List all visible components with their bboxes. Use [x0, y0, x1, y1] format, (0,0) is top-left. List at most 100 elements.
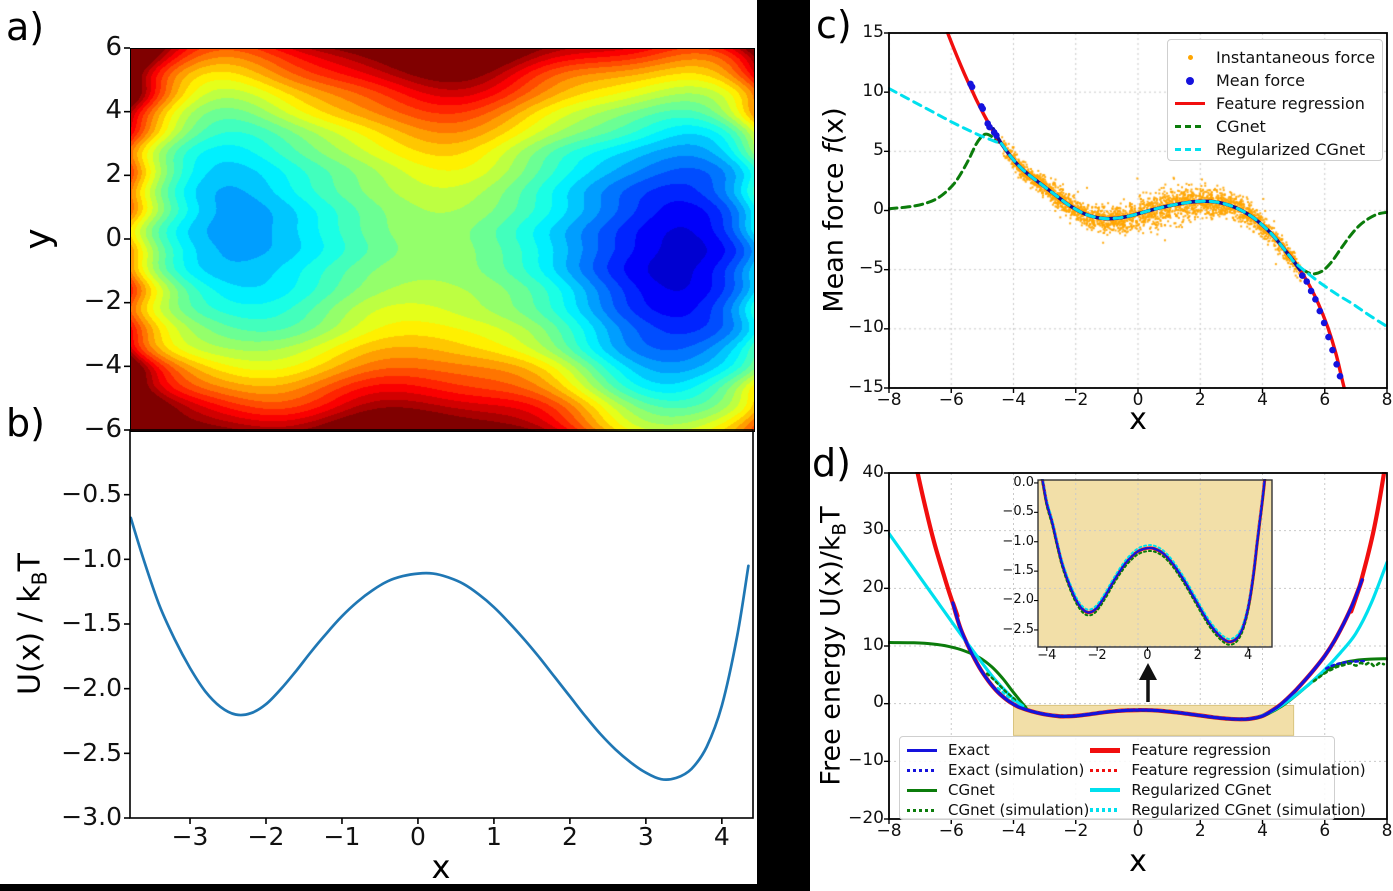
tick-label: −2 — [83, 286, 122, 317]
legend-dot-marker — [1174, 76, 1206, 85]
tick-label: −4 — [1000, 821, 1027, 841]
legend-entry: Mean force — [1174, 69, 1378, 92]
tick-label: −3 — [171, 822, 209, 851]
legend-entry: CGnet — [1174, 115, 1378, 138]
legend-entry: Instantaneous force — [1174, 46, 1378, 69]
mean-force-dot — [993, 132, 1000, 139]
tick-label: −1 — [323, 822, 361, 851]
clip-c-group — [888, 32, 1388, 389]
tick-label: −2 — [1063, 390, 1089, 410]
tick-label: −4 — [83, 350, 122, 381]
tick-label: 5 — [873, 139, 884, 160]
tick-label: −4 — [1000, 390, 1027, 410]
mean-force-dot — [1329, 346, 1336, 354]
legend-entry-label: Feature regression (simulation) — [1131, 761, 1366, 779]
contour-heatmap-canvas — [130, 48, 755, 432]
tick-label: −3.0 — [61, 802, 122, 832]
legend-entry-label: Exact — [948, 741, 990, 759]
b-ylabel-sub: B — [27, 571, 52, 586]
free-energy-curve — [129, 516, 750, 781]
tick-label: 2 — [105, 159, 122, 190]
d-x-axis-label: x — [1129, 844, 1147, 879]
legend-line-marker — [906, 748, 938, 752]
tick-label: 3 — [637, 822, 654, 851]
c-x-axis-label: x — [1129, 402, 1147, 437]
legend-entry-label: Feature regression — [1216, 94, 1365, 113]
legend-line-marker — [1089, 747, 1121, 753]
legend-entry-label: CGnet — [948, 781, 995, 799]
tick-label: −1.5 — [1002, 562, 1034, 578]
tick-label: −6 — [938, 390, 964, 410]
legend-entry-label: Mean force — [1216, 71, 1305, 90]
tick-label: −2 — [1063, 821, 1089, 841]
tick-label: 4 — [1257, 390, 1268, 410]
tick-label: 0.0 — [1013, 474, 1034, 490]
mean-force-dot — [986, 123, 993, 131]
mean-force-dot — [1316, 307, 1324, 315]
bottom-border-bar — [0, 884, 810, 891]
mean-force-dot — [968, 83, 976, 91]
c-ylabel-text: Mean force — [818, 153, 850, 313]
tick-label: −15 — [848, 376, 884, 397]
mean-force-dot — [1299, 272, 1306, 279]
tick-label: 8 — [1381, 821, 1393, 841]
tick-label: −2.5 — [1002, 621, 1034, 637]
tick-label: −5 — [858, 258, 884, 279]
tick-label: 2 — [561, 822, 578, 851]
tick-label: 6 — [1319, 390, 1331, 410]
tick-label: 6 — [1319, 821, 1331, 841]
tick-label: 0 — [1132, 821, 1144, 841]
tick-label: −2 — [1087, 648, 1107, 663]
tick-label: 2 — [1194, 390, 1206, 410]
mean-force-dot — [979, 105, 986, 112]
panel-letter-d: d) — [812, 441, 851, 485]
legend-line-marker — [1174, 101, 1206, 106]
cgnet-simulation-curve-left — [985, 672, 1017, 701]
tick-label: −6 — [938, 821, 964, 841]
panel-letter-a: a) — [6, 5, 45, 49]
inset-background — [1038, 480, 1272, 647]
tick-label: 8 — [1381, 390, 1393, 410]
legend-line-marker — [1174, 125, 1206, 128]
tick-label: 20 — [862, 576, 884, 597]
tick-label: 0 — [409, 822, 426, 851]
legend-entry: Exact (simulation) — [906, 760, 1089, 780]
legend-line-marker — [906, 808, 938, 812]
legend-line-marker — [1089, 788, 1121, 792]
inset-exact-curve — [1041, 479, 1266, 643]
tick-label: 4 — [1243, 648, 1253, 663]
tick-label: 0 — [873, 199, 884, 220]
panel-letter-c: c) — [816, 3, 852, 47]
panel-letter-b: b) — [6, 401, 45, 445]
tick-label: 30 — [862, 519, 884, 540]
d-legend: Exact Exact (simulation) CGnet CGnet (simul… — [899, 736, 1366, 820]
d-legend-column-2: Feature regression Feature regression (si… — [1089, 740, 1366, 819]
tick-label: 0 — [1132, 390, 1144, 410]
c-ylabel-post: (x) — [818, 107, 850, 145]
mean-force-dot — [1312, 296, 1319, 303]
legend-entry-label: Regularized CGnet (simulation) — [1131, 801, 1366, 819]
legend-entry-label: CGnet — [1216, 117, 1266, 136]
legend-entry: Regularized CGnet — [1174, 138, 1378, 161]
tick-label: 40 — [862, 461, 884, 482]
legend-line-marker — [1089, 768, 1121, 772]
tick-label: 4 — [713, 822, 730, 851]
legend-entry: Feature regression — [1174, 92, 1378, 115]
clip-inset-group — [1040, 479, 1267, 646]
legend-entry-label: Regularized CGnet — [1216, 140, 1366, 159]
legend-line-marker — [906, 788, 938, 792]
exact-energy-curve — [951, 578, 1364, 721]
tick-label: 6 — [105, 31, 122, 62]
tick-label: −10 — [848, 317, 884, 338]
tick-label: 4 — [105, 95, 122, 126]
regularized-cgnet-force-curve — [888, 87, 1388, 328]
tick-label: 2 — [1193, 648, 1202, 663]
inset-cgnet-simulation-curve — [1040, 479, 1267, 646]
legend-entry: Feature regression (simulation) — [1089, 760, 1366, 780]
tick-label: −1.0 — [61, 543, 122, 573]
legend-entry: CGnet (simulation) — [906, 800, 1089, 820]
c-legend: Instantaneous force Mean force Feature reg… — [1167, 39, 1383, 161]
legend-entry: Feature regression — [1089, 740, 1365, 760]
vertical-divider — [757, 0, 810, 891]
